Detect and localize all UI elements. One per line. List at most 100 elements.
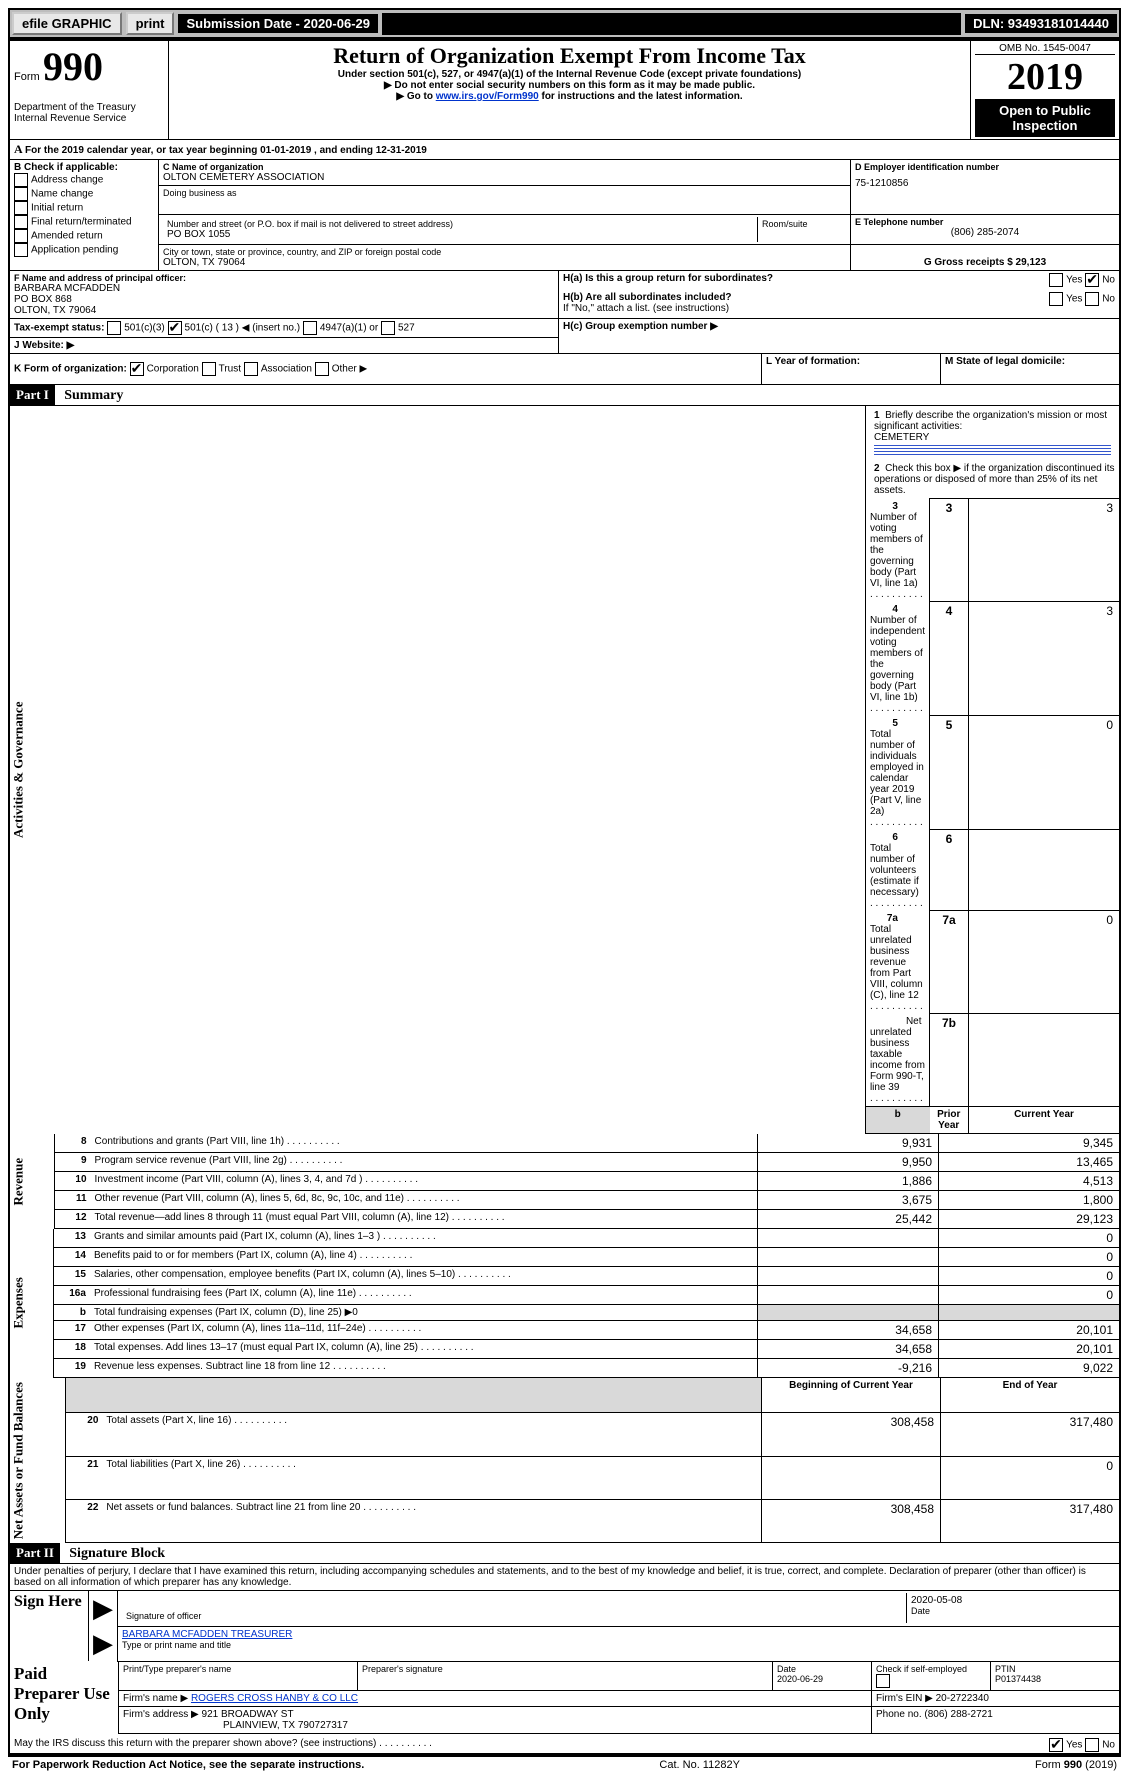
discuss-no[interactable] xyxy=(1085,1738,1099,1752)
subtitle-2: ▶ Do not enter social security numbers o… xyxy=(173,80,966,91)
goto-pre: ▶ Go to xyxy=(396,91,435,102)
ha-no[interactable] xyxy=(1085,273,1099,287)
cb-application-pending[interactable]: Application pending xyxy=(14,243,154,257)
mission-label: Briefly describe the organization's miss… xyxy=(874,410,1107,432)
tax-status-label: Tax-exempt status: xyxy=(14,323,104,334)
footer-right: Form 990 (2019) xyxy=(1035,1759,1117,1771)
sig-date-label: Date xyxy=(911,1606,1111,1616)
section-b-label: B Check if applicable: xyxy=(14,162,154,173)
cb-name-change[interactable]: Name change xyxy=(14,187,154,201)
tax-year: 2019 xyxy=(975,55,1115,99)
firm-ein-label: Firm's EIN ▶ xyxy=(876,1693,933,1704)
hb-no[interactable] xyxy=(1085,292,1099,306)
side-governance: Activities & Governance xyxy=(10,406,865,1133)
state-domicile: M State of legal domicile: xyxy=(941,354,1120,385)
cb-501c3[interactable] xyxy=(107,321,121,335)
paid-preparer-label: Paid Preparer Use Only xyxy=(10,1662,119,1734)
firm-phone-label: Phone no. xyxy=(876,1709,922,1720)
ha-yes[interactable] xyxy=(1049,273,1063,287)
hc-label: H(c) Group exemption number ▶ xyxy=(559,319,1120,354)
firm-ein: 20-2722340 xyxy=(936,1693,989,1704)
open-inspection: Open to Public Inspection xyxy=(975,99,1115,137)
org-name-label: C Name of organization xyxy=(163,162,846,172)
cb-corp[interactable] xyxy=(130,362,144,376)
line2: Check this box ▶ if the organization dis… xyxy=(874,463,1115,496)
pp-date-label: Date xyxy=(777,1664,796,1674)
hb-yes[interactable] xyxy=(1049,292,1063,306)
discuss-yes[interactable] xyxy=(1049,1738,1063,1752)
officer-addr1: PO BOX 868 xyxy=(14,294,554,305)
officer-name: BARBARA MCFADDEN xyxy=(14,283,554,294)
dept-irs: Internal Revenue Service xyxy=(14,113,164,124)
efile-label: efile GRAPHIC xyxy=(12,12,122,35)
cb-527[interactable] xyxy=(381,321,395,335)
cb-final-return[interactable]: Final return/terminated xyxy=(14,215,154,229)
street-value: PO BOX 1055 xyxy=(167,229,753,240)
phone-label: E Telephone number xyxy=(855,217,1115,227)
goto-post: for instructions and the latest informat… xyxy=(539,91,743,102)
year-formation: L Year of formation: xyxy=(762,354,941,385)
firm-addr1: 921 BROADWAY ST xyxy=(202,1709,294,1720)
ptin-value: P01374438 xyxy=(995,1674,1041,1684)
firm-name-label: Firm's name ▶ xyxy=(123,1693,188,1704)
org-name: OLTON CEMETERY ASSOCIATION xyxy=(163,172,846,183)
firm-name[interactable]: ROGERS CROSS HANBY & CO LLC xyxy=(191,1693,358,1704)
side-net-assets: Net Assets or Fund Balances xyxy=(10,1378,66,1543)
ein-value: 75-1210856 xyxy=(855,172,1115,189)
pp-name-label: Print/Type preparer's name xyxy=(119,1662,358,1691)
website-label: J Website: ▶ xyxy=(10,338,559,354)
print-button[interactable]: print xyxy=(126,12,175,35)
form-title: Return of Organization Exempt From Incom… xyxy=(173,43,966,69)
cb-501c[interactable] xyxy=(168,321,182,335)
prior-year-hdr: Prior Year xyxy=(930,1106,969,1133)
cb-address-change[interactable]: Address change xyxy=(14,173,154,187)
dept-treasury: Department of the Treasury xyxy=(14,102,164,113)
phone-value: (806) 285-2074 xyxy=(855,227,1115,238)
irs-link[interactable]: www.irs.gov/Form990 xyxy=(436,91,539,102)
omb-number: OMB No. 1545-0047 xyxy=(975,43,1115,55)
form-label: Form xyxy=(14,71,40,83)
ptin-label: PTIN xyxy=(995,1664,1016,1674)
side-expenses: Expenses xyxy=(10,1229,53,1378)
part1-title: Summary xyxy=(58,388,123,403)
room-label: Room/suite xyxy=(758,217,847,242)
bcy-hdr: Beginning of Current Year xyxy=(762,1378,941,1413)
efile-top-bar: efile GRAPHIC print Submission Date - 20… xyxy=(8,8,1121,39)
eoy-hdr: End of Year xyxy=(941,1378,1120,1413)
ha-label: H(a) Is this a group return for subordin… xyxy=(563,273,773,284)
part2-title: Signature Block xyxy=(63,1546,165,1561)
typed-label: Type or print name and title xyxy=(122,1640,1115,1650)
cb-initial-return[interactable]: Initial return xyxy=(14,201,154,215)
form-org-label: K Form of organization: xyxy=(14,364,127,375)
cb-assoc[interactable] xyxy=(244,362,258,376)
part1-header: Part I xyxy=(10,385,55,405)
gross-receipts: G Gross receipts $ 29,123 xyxy=(851,245,1120,271)
firm-addr-label: Firm's address ▶ xyxy=(123,1709,199,1720)
hb-label: H(b) Are all subordinates included? xyxy=(563,292,732,303)
part2-header: Part II xyxy=(10,1543,60,1563)
cb-other[interactable] xyxy=(315,362,329,376)
dln-label: DLN: 93493181014440 xyxy=(965,14,1117,33)
officer-addr2: OLTON, TX 79064 xyxy=(14,305,554,316)
city-value: OLTON, TX 79064 xyxy=(163,257,846,268)
street-label: Number and street (or P.O. box if mail i… xyxy=(167,219,753,229)
typed-name[interactable]: BARBARA MCFADDEN TREASURER xyxy=(122,1629,1115,1640)
sig-date-value: 2020-05-08 xyxy=(911,1595,1111,1606)
subtitle-1: Under section 501(c), 527, or 4947(a)(1)… xyxy=(173,69,966,80)
hb-note: If "No," attach a list. (see instruction… xyxy=(563,303,729,314)
cb-amended-return[interactable]: Amended return xyxy=(14,229,154,243)
submission-date: Submission Date - 2020-06-29 xyxy=(178,14,378,33)
city-label: City or town, state or province, country… xyxy=(163,247,846,257)
cb-trust[interactable] xyxy=(202,362,216,376)
side-revenue: Revenue xyxy=(10,1134,54,1229)
pp-sig-label: Preparer's signature xyxy=(358,1662,773,1691)
firm-phone: (806) 288-2721 xyxy=(924,1709,992,1720)
ein-label: D Employer identification number xyxy=(855,162,1115,172)
discuss-question: May the IRS discuss this return with the… xyxy=(14,1738,376,1749)
pp-self-employed[interactable]: Check if self-employed xyxy=(872,1662,991,1691)
cb-4947[interactable] xyxy=(303,321,317,335)
current-year-hdr: Current Year xyxy=(969,1106,1120,1133)
firm-addr2: PLAINVIEW, TX 790727317 xyxy=(123,1720,348,1731)
form-number: 990 xyxy=(43,44,103,89)
dba-label: Doing business as xyxy=(163,188,846,198)
